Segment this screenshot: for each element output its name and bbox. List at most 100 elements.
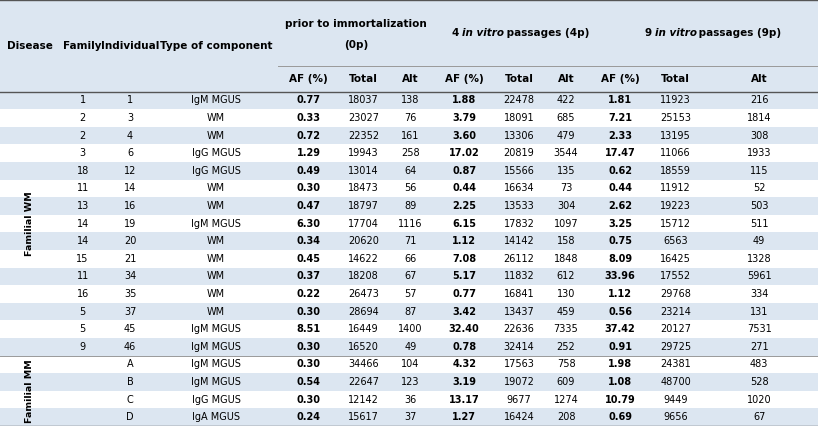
Text: 479: 479 xyxy=(557,131,575,141)
Bar xyxy=(0,391,818,409)
Text: 130: 130 xyxy=(557,289,575,299)
Text: 13306: 13306 xyxy=(504,131,534,141)
Text: 9656: 9656 xyxy=(663,412,688,422)
Text: 9: 9 xyxy=(79,342,86,352)
Text: 28694: 28694 xyxy=(348,307,379,317)
Text: in vitro: in vitro xyxy=(654,28,697,38)
Text: 20819: 20819 xyxy=(504,148,534,158)
Text: 22647: 22647 xyxy=(348,377,379,387)
Text: 45: 45 xyxy=(124,324,137,334)
Text: 7531: 7531 xyxy=(747,324,771,334)
Text: 3.60: 3.60 xyxy=(452,131,476,141)
Text: WM: WM xyxy=(207,236,225,246)
Text: 17.47: 17.47 xyxy=(605,148,636,158)
Text: 20620: 20620 xyxy=(348,236,379,246)
Text: 22352: 22352 xyxy=(348,131,380,141)
Text: 24381: 24381 xyxy=(660,360,691,369)
Text: 6: 6 xyxy=(127,148,133,158)
Text: 304: 304 xyxy=(557,201,575,211)
Text: 20127: 20127 xyxy=(660,324,691,334)
Text: 16: 16 xyxy=(77,289,88,299)
Text: 0.22: 0.22 xyxy=(297,289,321,299)
Bar xyxy=(0,92,818,109)
Text: 0.49: 0.49 xyxy=(297,166,321,176)
Text: 21: 21 xyxy=(124,254,137,264)
Text: passages (9p): passages (9p) xyxy=(695,28,781,38)
Text: IgG MGUS: IgG MGUS xyxy=(191,148,240,158)
Text: 0.44: 0.44 xyxy=(452,183,476,193)
Text: 16841: 16841 xyxy=(504,289,534,299)
Text: 9: 9 xyxy=(645,28,655,38)
Text: 0.24: 0.24 xyxy=(297,412,321,422)
Text: WM: WM xyxy=(207,113,225,123)
Text: 308: 308 xyxy=(750,131,768,141)
Bar xyxy=(0,356,818,373)
Text: Individual: Individual xyxy=(101,41,160,51)
Text: 1097: 1097 xyxy=(554,219,578,229)
Text: 9677: 9677 xyxy=(506,394,532,405)
Bar xyxy=(0,180,818,197)
Text: 29725: 29725 xyxy=(660,342,691,352)
Text: Type of component: Type of component xyxy=(160,41,272,51)
Text: 73: 73 xyxy=(560,183,573,193)
Bar xyxy=(0,109,818,127)
Text: 49: 49 xyxy=(753,236,765,246)
Bar xyxy=(0,162,818,180)
Text: 1274: 1274 xyxy=(554,394,578,405)
Text: 422: 422 xyxy=(557,95,575,105)
Text: Disease: Disease xyxy=(7,41,52,51)
Text: 3.42: 3.42 xyxy=(452,307,476,317)
Text: 35: 35 xyxy=(124,289,137,299)
Bar xyxy=(0,215,818,233)
Bar xyxy=(0,373,818,391)
Text: 0.87: 0.87 xyxy=(452,166,476,176)
Text: 20: 20 xyxy=(124,236,137,246)
Text: WM: WM xyxy=(207,307,225,317)
Text: 14: 14 xyxy=(124,183,136,193)
Text: 7335: 7335 xyxy=(554,324,578,334)
Text: 2.25: 2.25 xyxy=(452,201,476,211)
Text: 5: 5 xyxy=(79,324,86,334)
Text: WM: WM xyxy=(207,131,225,141)
Text: AF (%): AF (%) xyxy=(290,74,328,84)
Text: 0.54: 0.54 xyxy=(297,377,321,387)
Text: 17.02: 17.02 xyxy=(449,148,479,158)
Bar xyxy=(0,0,818,92)
Text: 16634: 16634 xyxy=(504,183,534,193)
Bar xyxy=(0,338,818,356)
Text: 18473: 18473 xyxy=(348,183,379,193)
Text: 685: 685 xyxy=(557,113,575,123)
Text: D: D xyxy=(126,412,134,422)
Text: 46: 46 xyxy=(124,342,136,352)
Text: 104: 104 xyxy=(402,360,420,369)
Text: IgM MGUS: IgM MGUS xyxy=(191,360,240,369)
Text: 15: 15 xyxy=(76,254,89,264)
Text: IgM MGUS: IgM MGUS xyxy=(191,342,240,352)
Bar xyxy=(0,233,818,250)
Text: 0.30: 0.30 xyxy=(297,360,321,369)
Text: 76: 76 xyxy=(404,113,417,123)
Text: 48700: 48700 xyxy=(660,377,691,387)
Text: WM: WM xyxy=(207,271,225,282)
Text: 67: 67 xyxy=(753,412,766,422)
Text: 0.77: 0.77 xyxy=(297,95,321,105)
Text: WM: WM xyxy=(207,254,225,264)
Text: Alt: Alt xyxy=(402,74,419,84)
Text: 18091: 18091 xyxy=(504,113,534,123)
Text: 0.56: 0.56 xyxy=(608,307,632,317)
Text: IgM MGUS: IgM MGUS xyxy=(191,324,240,334)
Text: 4: 4 xyxy=(127,131,133,141)
Text: 0.72: 0.72 xyxy=(297,131,321,141)
Text: 14: 14 xyxy=(77,236,88,246)
Text: 2.33: 2.33 xyxy=(608,131,632,141)
Text: 19943: 19943 xyxy=(348,148,379,158)
Text: 1400: 1400 xyxy=(398,324,423,334)
Text: Familial MM: Familial MM xyxy=(25,359,34,423)
Text: 258: 258 xyxy=(402,148,420,158)
Text: 1.29: 1.29 xyxy=(297,148,321,158)
Text: WM: WM xyxy=(207,289,225,299)
Text: 1933: 1933 xyxy=(747,148,771,158)
Text: 19223: 19223 xyxy=(660,201,691,211)
Text: 1.98: 1.98 xyxy=(608,360,632,369)
Text: 1848: 1848 xyxy=(554,254,578,264)
